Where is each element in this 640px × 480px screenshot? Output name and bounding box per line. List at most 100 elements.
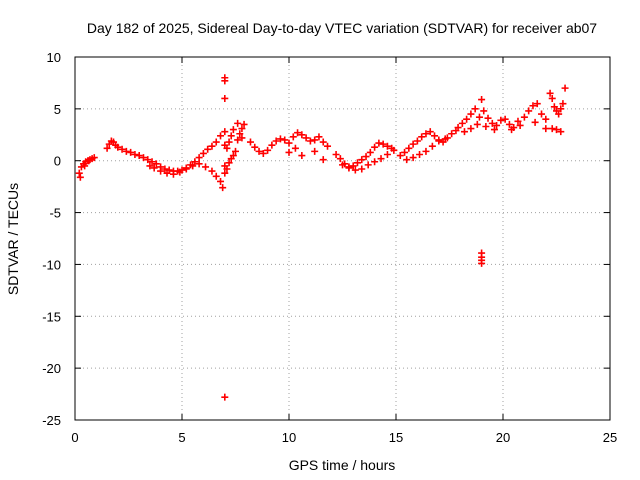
data-point [336, 155, 344, 163]
data-point [238, 134, 246, 142]
data-point [298, 131, 306, 139]
data-point [225, 138, 233, 146]
y-tick-labels: -25 -20 -15 -10 -5 0 5 10 [42, 50, 61, 428]
data-point [548, 94, 556, 102]
data-point [204, 145, 212, 153]
x-axis-label: GPS time / hours [289, 457, 396, 473]
data-point [208, 167, 216, 175]
data-point [505, 120, 513, 128]
data-point [324, 142, 332, 150]
data-point [319, 156, 327, 164]
data-point [114, 143, 122, 151]
data-point [208, 142, 216, 150]
data-point [557, 105, 565, 113]
data-point [311, 136, 319, 144]
data-point [441, 135, 449, 143]
data-point [234, 119, 242, 127]
data-point [161, 165, 169, 173]
data-point [225, 159, 233, 167]
data-point [311, 147, 319, 155]
data-point [229, 152, 237, 160]
data-point [431, 132, 439, 140]
data-point [221, 128, 229, 136]
data-point [478, 259, 486, 267]
data-point [416, 150, 424, 158]
data-point [409, 140, 417, 148]
data-point [195, 154, 203, 162]
data-point [473, 120, 481, 128]
data-point [555, 110, 563, 118]
data-point [375, 139, 383, 147]
data-point [390, 146, 398, 154]
data-point [150, 164, 158, 172]
data-point [364, 161, 372, 169]
data-point [488, 119, 496, 127]
data-point [236, 130, 244, 138]
data-point [302, 134, 310, 142]
data-point [475, 113, 483, 121]
data-point [396, 152, 404, 160]
data-point [76, 173, 84, 181]
data-point [345, 164, 353, 172]
data-point [422, 147, 430, 155]
data-point [85, 157, 93, 165]
data-point [379, 140, 387, 148]
y-axis-label: SDTVAR / TECUs [5, 183, 21, 295]
data-point [229, 126, 237, 134]
data-point [405, 144, 413, 152]
data-point [281, 136, 289, 144]
data-point [202, 163, 210, 171]
x-tick-label: 20 [496, 430, 510, 445]
data-point [268, 141, 276, 149]
data-point [146, 162, 154, 170]
data-point [238, 125, 246, 133]
data-point [195, 160, 203, 168]
data-point [516, 121, 524, 129]
data-point [291, 144, 299, 152]
y-tick-label: 10 [47, 50, 61, 65]
data-point [460, 128, 468, 136]
data-point [189, 162, 197, 170]
data-point [531, 118, 539, 126]
data-point [285, 148, 293, 156]
data-point [285, 139, 293, 147]
data-point [371, 158, 379, 166]
data-point [276, 135, 284, 143]
y-tick-label: -10 [42, 257, 61, 272]
x-tick-labels: 0 5 10 15 20 25 [71, 430, 617, 445]
data-point [221, 77, 229, 85]
data-point [199, 149, 207, 157]
data-point [493, 121, 501, 129]
chart-title: Day 182 of 2025, Sidereal Day-to-day VTE… [87, 20, 597, 36]
data-point [148, 158, 156, 166]
data-point [332, 150, 340, 158]
data-point [217, 177, 225, 185]
data-point [448, 130, 456, 138]
data-point [351, 166, 359, 174]
data-point [550, 103, 558, 111]
data-point [480, 107, 488, 115]
x-tick-label: 10 [282, 430, 296, 445]
data-point [520, 113, 528, 121]
y-tick-label: 5 [54, 102, 61, 117]
data-point [223, 165, 231, 173]
data-point [467, 125, 475, 133]
data-point [454, 124, 462, 132]
data-point [217, 132, 225, 140]
data-point [553, 126, 560, 134]
data-point [371, 143, 379, 151]
data-point [122, 147, 130, 155]
data-point [383, 142, 391, 150]
data-point [559, 100, 567, 108]
data-point [358, 165, 366, 173]
data-point [478, 96, 486, 104]
data-point [221, 94, 229, 102]
data-point [315, 133, 323, 141]
data-point [514, 117, 522, 125]
data-point [463, 115, 471, 123]
data-point [169, 170, 177, 178]
data-point [546, 89, 554, 97]
data-point [234, 136, 242, 144]
data-point [377, 155, 385, 163]
